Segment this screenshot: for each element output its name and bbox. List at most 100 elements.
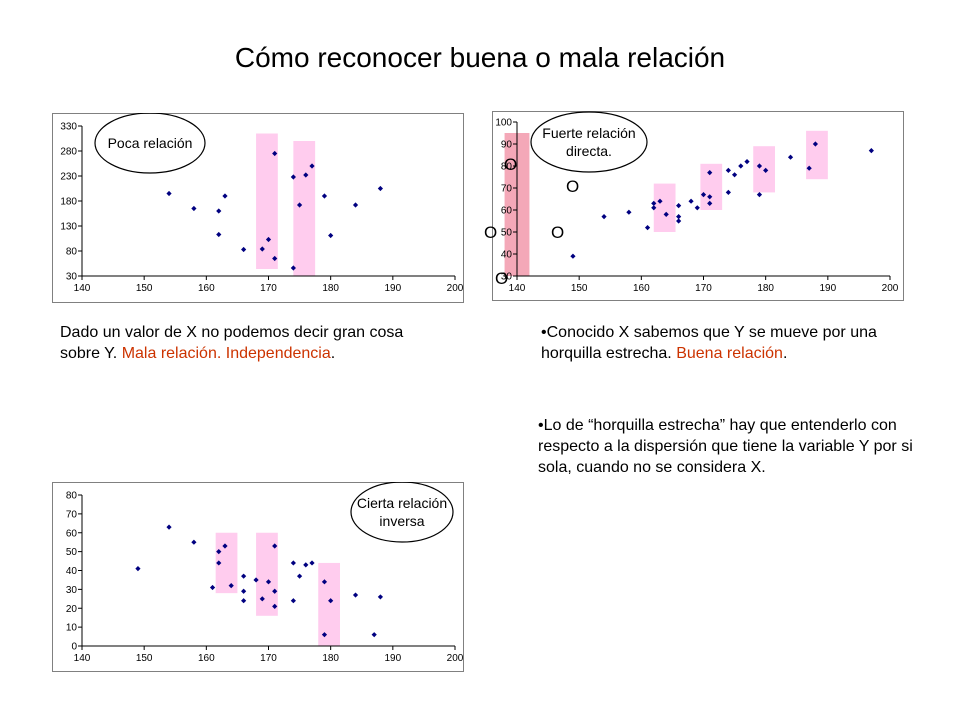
data-point [222,193,228,199]
x-tick-label: 150 [136,653,153,664]
highlight-band [256,133,278,269]
data-point [259,596,265,602]
stray-letter-o: O [551,223,565,242]
x-tick-label: 160 [198,283,215,294]
left-explanation-body: Dado un valor de X no podemos decir gran… [60,324,404,362]
y-tick-label: 50 [66,547,78,558]
data-point [377,185,383,192]
data-point [135,566,141,572]
data-point [651,205,657,211]
highlight-band [700,163,723,210]
x-tick-label: 160 [633,283,650,294]
x-tick-label: 200 [882,283,899,294]
callout-ellipse [94,113,206,174]
y-tick-label: 50 [501,228,513,239]
scatter-chart-fuerte-relacion: 30 40 50 60 70 80 90 100 140 150 160 170 180 190 200 Fu… [492,111,904,301]
y-tick-label: 80 [66,247,78,258]
data-point [309,560,315,566]
data-point [290,174,296,180]
data-point [806,165,812,171]
data-point [272,255,278,262]
data-point [253,577,259,583]
left-explanation: Dado un valor de X no podemos decir gran… [60,322,410,364]
y-tick-label: 80 [66,491,78,502]
data-point [868,148,874,154]
y-tick-label: 280 [60,147,77,158]
callout-label: directa. [566,143,612,159]
y-tick-label: 30 [66,585,78,596]
y-tick-label: 70 [501,184,513,195]
bullet: • [541,324,547,341]
x-tick-label: 180 [757,283,774,294]
data-point [707,170,713,176]
data-point [290,265,296,271]
scatter-chart-poca-relacion: 30 80 130 180 230 280 330 140 150 160 170 180 190 200… [52,113,464,303]
right-explanation-1: •Conocido X sabemos que Y se mueve por u… [541,322,911,364]
x-tick-label: 190 [384,653,401,664]
callout-label: Fuerte relación [542,125,635,141]
left-explanation-red-1: Mala relación. [121,345,222,362]
data-point [241,588,247,594]
data-point [216,208,222,214]
data-point [744,159,750,165]
y-tick-label: 130 [60,222,77,233]
x-tick-label: 160 [198,653,215,664]
stray-letter-o: O [566,177,580,196]
y-tick-label: 60 [66,528,78,539]
data-point [756,192,763,198]
stray-letter-o: O [484,223,498,242]
y-tick-label: 230 [60,172,77,183]
y-tick-label: 0 [71,642,77,653]
right-explanation-2: •Lo de “horquilla estrecha” hay que ente… [538,415,923,478]
stray-letter-o: O [495,269,509,288]
y-tick-label: 30 [501,272,513,283]
data-point [216,549,222,555]
highlight-band [753,146,775,193]
stray-letter-o: O [504,155,518,174]
x-tick-label: 150 [571,283,588,294]
right-explanation-2-body: Lo de “horquilla estrecha” hay que enten… [538,417,913,476]
data-point [259,246,265,252]
data-point [644,225,651,231]
callout-ellipse [530,111,648,173]
x-tick-label: 170 [260,283,277,294]
x-tick-label: 180 [322,283,339,294]
y-tick-label: 40 [66,566,78,577]
highlight-band [653,183,676,232]
x-tick-label: 140 [74,283,91,294]
highlight-band [256,532,278,616]
callout-label: Poca relación [108,135,193,151]
data-point [241,598,247,604]
x-tick-label: 200 [447,283,464,294]
data-point [707,200,713,206]
data-point [191,205,197,212]
x-tick-label: 200 [447,653,464,664]
x-tick-label: 170 [260,653,277,664]
x-tick-label: 180 [322,653,339,664]
y-tick-label: 100 [495,118,512,129]
data-point [707,194,713,200]
data-point [328,232,334,239]
left-explanation-end: . [330,345,336,362]
y-tick-label: 10 [66,623,78,634]
callout-label: Cierta relación [357,495,447,511]
y-tick-label: 40 [501,250,513,261]
y-tick-label: 20 [66,604,78,615]
data-point [601,214,607,220]
slide-title: Cómo reconocer buena o mala relación [234,42,726,73]
y-tick-label: 90 [501,140,513,151]
x-tick-label: 170 [695,283,712,294]
x-tick-label: 190 [819,283,836,294]
data-point [763,167,769,173]
right-explanation-1-end: . [782,345,788,362]
data-point [265,579,272,585]
callout-ellipse [350,482,454,543]
data-point [166,190,172,197]
data-point [657,198,663,204]
callout-label: inversa [379,513,424,529]
data-point [321,193,328,199]
y-tick-label: 80 [501,162,513,173]
data-point [272,150,278,157]
scatter-chart-cierta-relacion: 0 10 20 30 40 50 60 70 80 140 150 160 170 180 190 200 Ci… [52,482,464,672]
highlight-band [806,130,828,180]
